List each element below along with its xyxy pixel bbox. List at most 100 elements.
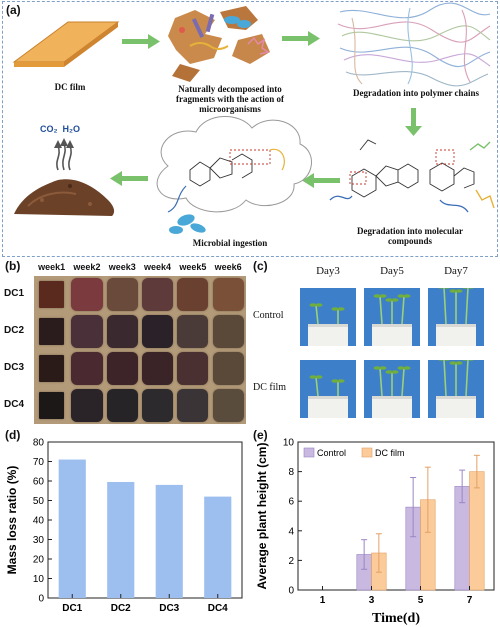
panel-a-label: (a)	[6, 3, 21, 17]
degradation-sample	[39, 318, 65, 345]
pot-rim	[308, 396, 348, 399]
seedling-stem	[465, 360, 469, 397]
legend-swatch	[303, 447, 315, 458]
seedling-leaf	[455, 289, 463, 293]
seedling-leaf	[391, 370, 399, 374]
panel-b-label: (b)	[5, 259, 21, 273]
dc-film-graphic	[12, 21, 120, 67]
day-label: Day3	[316, 265, 340, 277]
bar	[469, 471, 485, 591]
day-label: Day7	[444, 265, 468, 277]
seedling-stem	[315, 376, 319, 397]
arrow-right-icon	[122, 34, 160, 49]
bar	[155, 484, 183, 598]
seedling-leaf	[391, 298, 399, 302]
seedling-stem	[465, 288, 469, 325]
degradation-sample	[141, 315, 174, 348]
pot	[372, 324, 412, 346]
soil-graphic	[14, 179, 115, 216]
legend-label: DC film	[375, 448, 405, 458]
x-tick-label: 5	[418, 595, 424, 606]
degradation-sample	[71, 278, 103, 311]
seedling-leaf	[397, 366, 405, 370]
degradation-photo-grid	[34, 276, 246, 424]
degradation-sample	[39, 355, 65, 382]
y-tick-label: 70	[33, 457, 45, 468]
y-tick-label: 0	[38, 594, 44, 605]
day-label: Day5	[380, 265, 404, 277]
plot-frame	[297, 441, 495, 591]
arrow-down-icon	[405, 108, 422, 136]
seedling-stem	[401, 295, 405, 325]
panel-c-label: (c)	[253, 259, 268, 273]
seedling-leaf	[444, 360, 450, 361]
pot	[308, 324, 348, 346]
week-label: week3	[108, 262, 136, 272]
plant-photo	[428, 360, 484, 418]
degradation-sample	[212, 315, 244, 348]
pot-rim	[436, 396, 476, 399]
seedling-stem	[443, 360, 447, 397]
y-tick-label: 50	[33, 496, 45, 507]
h2o-text: H₂O	[62, 124, 81, 134]
x-tick-label: 1	[320, 595, 326, 606]
pot-rim	[436, 324, 476, 327]
seedling-leaf	[309, 303, 317, 307]
seedling-leaf	[331, 379, 339, 383]
plant-photo	[364, 288, 420, 346]
arrow-left-icon	[110, 171, 148, 186]
degradation-sample	[106, 352, 138, 385]
bar	[58, 459, 86, 598]
seedling-stem	[379, 367, 383, 397]
x-tick-label: 3	[369, 595, 375, 606]
seedling-stem	[315, 304, 319, 325]
caption-molecular: Degradation into molecular compounds	[357, 226, 463, 246]
caption-microbial: Microbial ingestion	[192, 238, 268, 248]
seedling-leaf	[379, 366, 387, 370]
degradation-sample	[106, 389, 138, 422]
seedling-leaf	[449, 289, 457, 293]
pot-rim	[372, 396, 412, 399]
plant-height-chart: 0 2 4 6 8 10 1 3 5 7 Time(d) Average plant height (…	[255, 438, 495, 626]
x-axis-label: Time(d)	[372, 611, 420, 626]
fragments-graphic	[168, 6, 270, 82]
y-tick-label: 60	[33, 477, 45, 488]
pot-rim	[308, 324, 348, 327]
caption-dc-film: DC film	[54, 82, 86, 92]
degradation-sample	[177, 389, 209, 422]
caption-decomposed: Naturally decomposed into fragments with…	[176, 84, 284, 114]
degradation-sample	[177, 352, 209, 385]
bar	[107, 481, 135, 598]
seedling-leaf	[337, 379, 345, 383]
gas-release-icon	[54, 138, 74, 171]
degradation-sample	[106, 278, 138, 311]
polymer-chains-graphic	[337, 2, 491, 87]
plant-photo	[364, 360, 420, 418]
degradation-sample	[106, 315, 138, 348]
seedling-leaf	[403, 294, 411, 298]
seedling-leaf	[373, 366, 381, 370]
degradation-sample	[212, 278, 244, 311]
seedling-leaf	[309, 375, 317, 379]
legend-label: Control	[317, 448, 346, 458]
x-tick-label: DC3	[159, 603, 179, 614]
y-tick-label: 30	[33, 535, 45, 546]
row-label: DC1	[4, 288, 25, 299]
degradation-sample	[71, 352, 103, 385]
pot	[372, 396, 412, 418]
degradation-sample	[71, 315, 103, 348]
y-axis-label: Average plant height (cm)	[255, 443, 269, 590]
y-tick-label: 6	[288, 497, 294, 508]
y-axis-label: Mass loss ratio (%)	[5, 466, 19, 575]
y-tick-label: 10	[283, 438, 295, 449]
panel-e-label: (e)	[253, 428, 268, 442]
week-label: week2	[73, 262, 101, 272]
seedling-leaf	[468, 288, 474, 289]
mass-loss-chart: 0 10 20 30 40 50 60 70 80 DC1 DC2 DC3 DC4 Mass loss r…	[5, 438, 243, 614]
y-tick-label: 20	[33, 555, 45, 566]
seedling-leaf	[455, 361, 463, 365]
y-tick-label: 10	[33, 574, 45, 585]
row-label: DC3	[4, 362, 25, 373]
co2-text: CO₂	[40, 124, 58, 134]
